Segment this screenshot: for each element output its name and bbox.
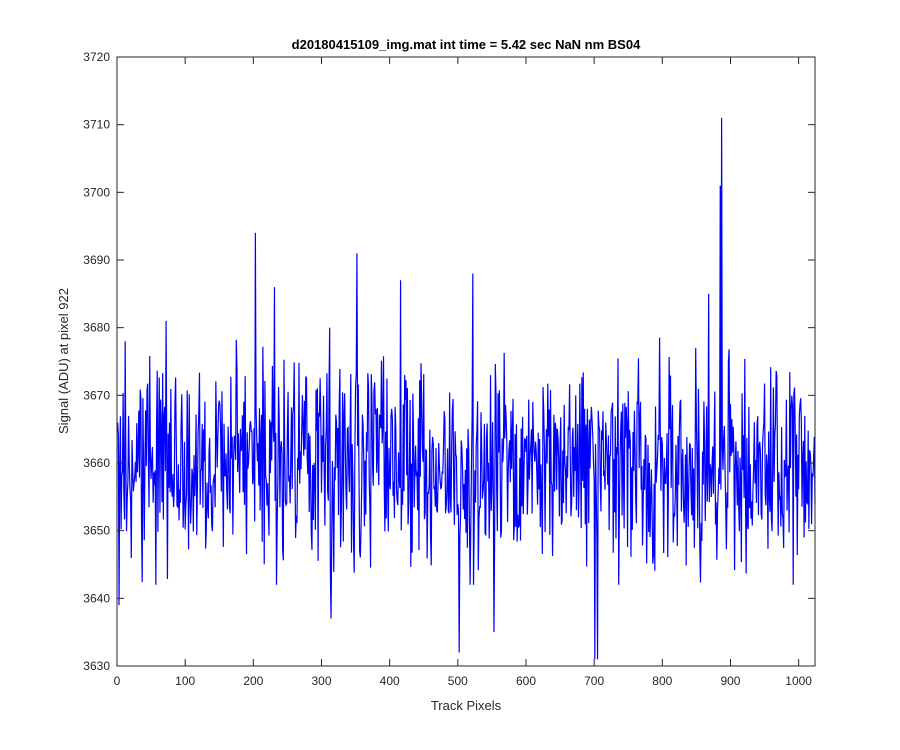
x-tick-label: 700 [584, 674, 604, 688]
x-tick-label: 800 [652, 674, 672, 688]
axes-box [116, 56, 816, 667]
y-tick-label: 3670 [83, 388, 110, 402]
y-tick-label: 3710 [83, 118, 110, 132]
x-axis-label: Track Pixels [431, 698, 502, 713]
x-tick-label: 300 [311, 674, 331, 688]
x-tick-label: 600 [516, 674, 536, 688]
x-tick-label: 1000 [785, 674, 812, 688]
y-tick-label: 3650 [83, 524, 110, 538]
x-tick-label: 100 [175, 674, 195, 688]
axes-layer: 0 100 200 300 400 500 600 700 800 900 1000 3630 3640… [83, 50, 816, 688]
y-tick-label: 3690 [83, 253, 110, 267]
series-layer [117, 117, 816, 660]
x-tick-label: 900 [720, 674, 740, 688]
y-axis-label: Signal (ADU) at pixel 922 [56, 288, 71, 434]
x-tick-label: 400 [380, 674, 400, 688]
y-tick-label: 3630 [83, 659, 110, 673]
y-tick-label: 3660 [83, 456, 110, 470]
labels-layer: d20180415109_img.mat int time = 5.42 sec… [56, 37, 641, 713]
y-tick-label: 3640 [83, 591, 110, 605]
y-tick-label: 3700 [83, 185, 110, 199]
y-tick-label: 3720 [83, 50, 110, 64]
x-tick-label: 500 [448, 674, 468, 688]
chart-title: d20180415109_img.mat int time = 5.42 sec… [292, 37, 641, 52]
x-tick-label: 0 [114, 674, 121, 688]
plot-background [117, 57, 815, 666]
x-tick-label: 200 [243, 674, 263, 688]
y-tick-label: 3680 [83, 321, 110, 335]
signal-series-line [117, 117, 816, 660]
